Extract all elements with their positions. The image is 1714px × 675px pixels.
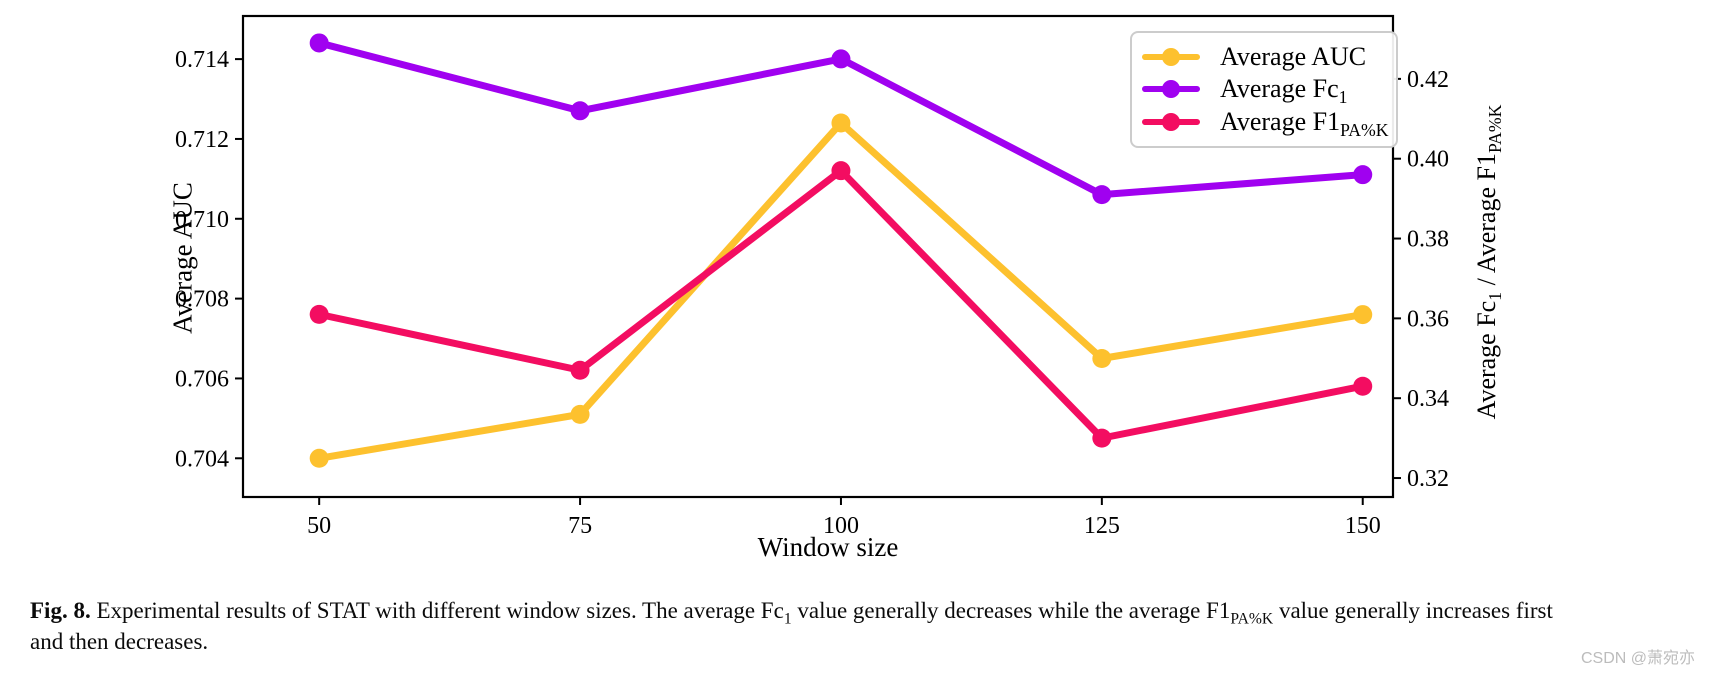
legend-swatch-average-fc1	[1142, 79, 1200, 99]
svg-text:50: 50	[307, 513, 331, 539]
right-y-axis-title-sub1: 1	[1485, 291, 1506, 301]
legend-item-average-fc1: Average Fc1	[1142, 74, 1390, 107]
svg-text:125: 125	[1084, 513, 1120, 539]
left-y-axis-title: Average AUC	[168, 182, 199, 334]
svg-text:0.36: 0.36	[1407, 306, 1449, 332]
left-y-axis-title-text: Average AUC	[167, 182, 198, 334]
svg-text:100: 100	[823, 513, 859, 539]
legend-label-sub: 1	[1338, 87, 1348, 108]
line-chart-canvas: 0.704 0.706 0.708 0.710 0.712 0.714 0.32 0.34 0.…	[175, 14, 1449, 539]
caption-text: Experimental results of STAT with differ…	[90, 598, 784, 623]
x-axis-title: Window size	[757, 532, 899, 562]
watermark: CSDN @萧宛亦	[1580, 650, 1695, 667]
legend-label-text: Average AUC	[1220, 42, 1367, 72]
caption-text: value generally increases first	[1273, 598, 1553, 623]
caption-line-2: and then decreases.	[30, 629, 209, 654]
caption-sub: PA%K	[1230, 610, 1274, 628]
right-y-axis-title: Average Fc1 / Average F1PA%K	[1472, 104, 1506, 420]
svg-text:0.708: 0.708	[175, 287, 229, 313]
legend-item-average-f1pak: Average F1PA%K	[1142, 106, 1390, 140]
legend-label: Average AUC	[1220, 42, 1366, 72]
svg-text:0.42: 0.42	[1407, 67, 1449, 93]
legend-label-text: Average F1	[1220, 106, 1341, 136]
caption-line-1: Fig. 8. Experimental results of STAT wit…	[30, 595, 1590, 628]
svg-text:0.714: 0.714	[175, 47, 229, 73]
svg-text:0.32: 0.32	[1407, 466, 1449, 492]
right-y-axis-title-part1: Average Fc	[1472, 300, 1501, 420]
svg-text:150: 150	[1345, 513, 1381, 539]
legend-marker-icon	[1162, 48, 1180, 67]
svg-text:75: 75	[568, 513, 592, 539]
svg-text:0.706: 0.706	[175, 366, 229, 392]
svg-text:0.38: 0.38	[1407, 227, 1449, 253]
legend-label-sub: PA%K	[1340, 120, 1389, 140]
svg-text:0.712: 0.712	[175, 127, 229, 153]
legend-marker-icon	[1162, 112, 1180, 131]
svg-text:0.34: 0.34	[1407, 386, 1449, 412]
svg-text:0.710: 0.710	[175, 207, 229, 233]
svg-text:0.704: 0.704	[175, 446, 229, 472]
figure-caption: Fig. 8. Experimental results of STAT wit…	[30, 595, 1590, 657]
right-y-axis-title-sub2: PA%K	[1485, 104, 1506, 154]
caption-fig-label: Fig. 8.	[30, 598, 91, 623]
legend-label-text: Average Fc	[1220, 74, 1339, 104]
svg-text:0.40: 0.40	[1407, 147, 1449, 173]
caption-text: value generally decreases while the aver…	[791, 598, 1231, 623]
legend-label: Average Fc1	[1220, 74, 1347, 106]
chart-figure: 0.704 0.706 0.708 0.710 0.712 0.714 0.32 0.34 0.…	[168, 14, 1506, 562]
legend-swatch-average-f1pak	[1142, 112, 1200, 132]
legend-swatch-average-auc	[1142, 47, 1200, 67]
right-y-axis-title-part2: / Average F1	[1472, 153, 1501, 292]
caption-sub: 1	[783, 610, 792, 628]
legend-marker-icon	[1162, 80, 1180, 99]
legend: Average AUC Average Fc1 Average F1PA%K	[1130, 31, 1398, 148]
legend-item-average-auc: Average AUC	[1142, 42, 1390, 72]
legend-label: Average F1PA%K	[1220, 106, 1389, 140]
